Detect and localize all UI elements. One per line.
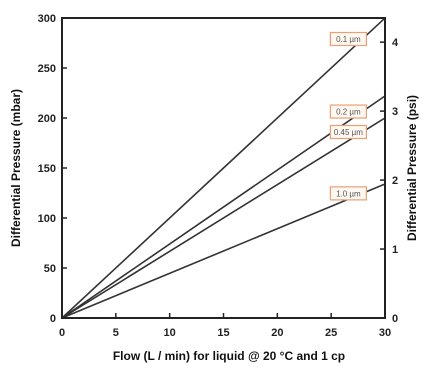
x-tick-label: 25: [325, 327, 337, 339]
series-label-box: [329, 31, 367, 47]
series-label-text: 0.2 µm: [336, 108, 361, 117]
y2-tick-label: 1: [392, 244, 398, 256]
y-axis-title: Differential Pressure (mbar): [9, 89, 23, 247]
y2-tick-label: 3: [392, 106, 398, 118]
x-axis-title: Flow (L / min) for liquid @ 20 °C and 1 …: [113, 349, 345, 363]
y-tick-label: 300: [38, 13, 56, 25]
series-lines: [61, 17, 386, 319]
x-tick-label: 20: [271, 327, 283, 339]
y-tick-label: 250: [38, 63, 56, 75]
series-label-box: [329, 186, 367, 201]
y2-tick-label: 2: [392, 175, 398, 187]
y-tick-label: 50: [44, 263, 56, 275]
series-line: [61, 17, 386, 319]
series-label: 0.45 µm: [329, 124, 367, 140]
x-tick-label: 10: [164, 327, 176, 339]
series-label-text: 0.45 µm: [334, 128, 363, 137]
x-tick-label: 30: [379, 327, 391, 339]
x-tick-label: 15: [217, 327, 229, 339]
series-labels: 0.1 µm 0.2 µm 0.45 µm 1.0 µm: [329, 31, 367, 201]
plot-frame: [61, 17, 386, 319]
y-tick-label: 0: [50, 313, 56, 325]
series-label: 0.2 µm: [329, 104, 367, 119]
x-tick-label: 0: [59, 327, 65, 339]
series-label-box: [329, 104, 367, 119]
x-axis-ticks: 0 5 10 15 20 25 30: [59, 313, 391, 339]
y-tick-label: 200: [38, 113, 56, 125]
y2-tick-label: 0: [392, 313, 398, 325]
series-label-text: 1.0 µm: [336, 189, 361, 198]
series-label-box: [329, 124, 367, 140]
y-axis-ticks: 0 50 100 150 200 250 300: [38, 13, 67, 325]
series-label: 1.0 µm: [329, 186, 367, 201]
y2-tick-label: 4: [392, 37, 399, 49]
y-tick-label: 150: [38, 163, 56, 175]
y2-axis-title: Differential Pressure (psi): [405, 95, 419, 241]
y-tick-label: 100: [38, 213, 56, 225]
series-line: [61, 183, 386, 319]
series-line: [61, 117, 386, 319]
series-label-text: 0.1 µm: [336, 35, 361, 44]
series-label: 0.1 µm: [329, 31, 367, 47]
x-tick-label: 5: [113, 327, 119, 339]
y2-axis-ticks: 0 1 2 3 4: [380, 37, 399, 325]
